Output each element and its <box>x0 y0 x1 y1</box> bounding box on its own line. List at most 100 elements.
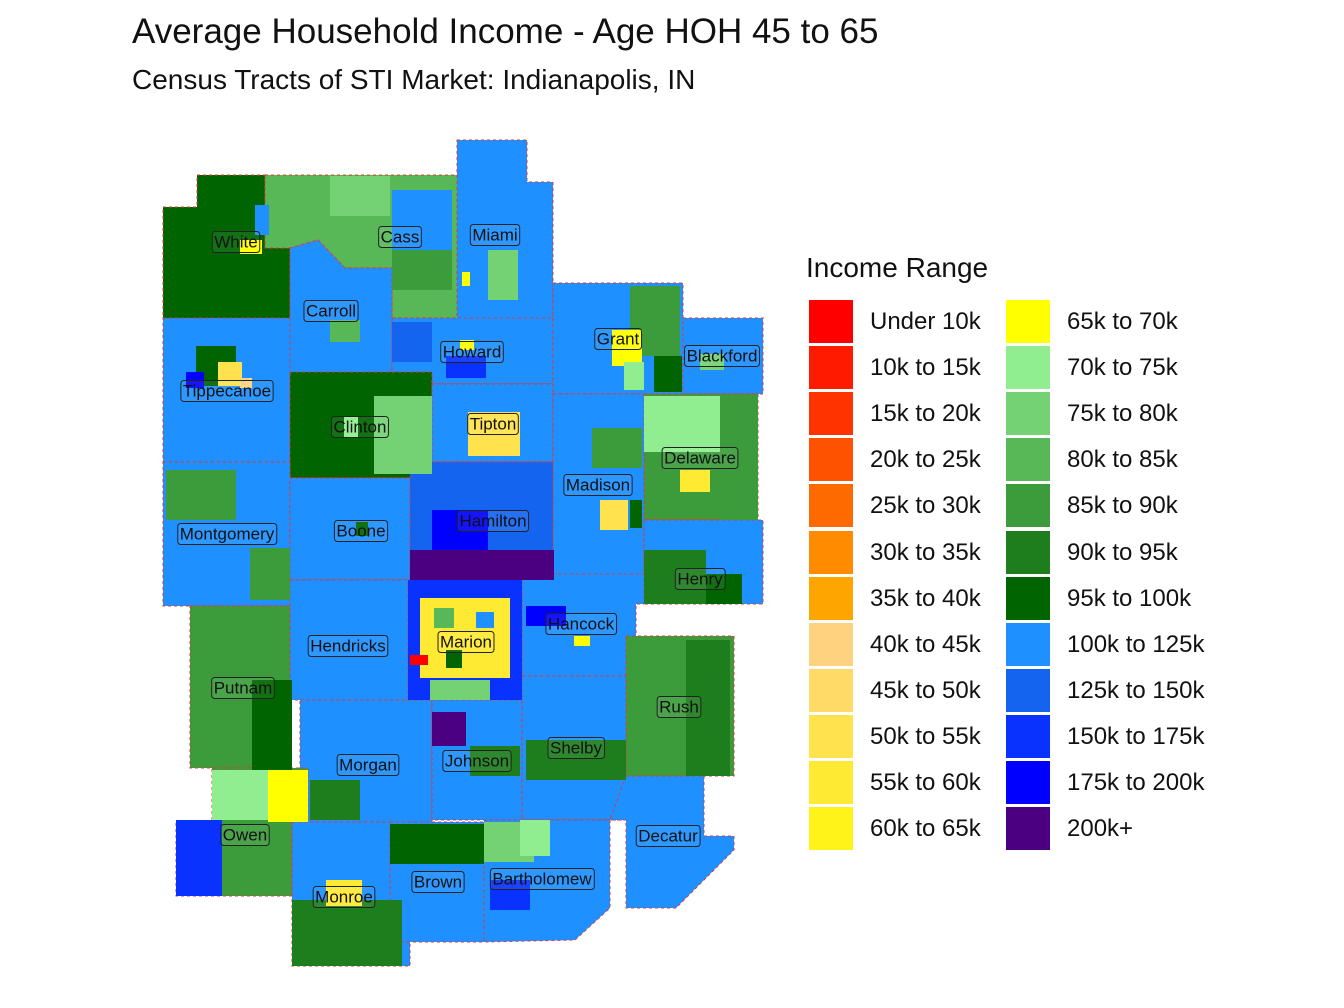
county-label-box <box>547 736 605 759</box>
county-label-box <box>545 612 618 635</box>
county-label: Grant <box>597 329 640 348</box>
county-label-box <box>211 676 275 699</box>
county-label: Hendricks <box>310 636 386 655</box>
county-label-box <box>307 634 389 657</box>
legend-label: 50k to 55k <box>870 722 981 750</box>
county-label-box <box>456 509 530 532</box>
legend-swatch <box>1006 530 1050 574</box>
county-label-box <box>336 753 400 776</box>
legend-swatch <box>1006 346 1050 390</box>
county-label: Bartholomew <box>492 869 592 888</box>
county-label-box <box>211 230 261 253</box>
county-decatur <box>609 775 735 909</box>
county-label-box <box>333 519 389 542</box>
legend-label: 60k to 65k <box>870 815 981 843</box>
county-label: Hancock <box>548 614 615 633</box>
legend-swatch <box>1006 668 1050 712</box>
county-label: Miami <box>472 225 517 244</box>
county-label: Hamilton <box>459 511 526 530</box>
legend-swatch <box>1006 576 1050 620</box>
county-label: Madison <box>566 475 630 494</box>
legend-swatch <box>809 622 853 666</box>
legend-label: 175k to 200k <box>1067 769 1205 796</box>
legend-swatch <box>1006 392 1050 436</box>
county-label: Decatur <box>638 826 698 845</box>
legend-swatch <box>1006 807 1050 851</box>
legend-label: 80k to 85k <box>1067 446 1178 474</box>
legend-label: 200k+ <box>1067 815 1134 843</box>
county-labels: White Cass Miami Carroll Howard Grant Blackfor… <box>177 223 760 908</box>
county-label-box <box>437 630 495 653</box>
county-label-box <box>180 379 274 402</box>
legend-swatch <box>1006 484 1050 528</box>
legend-label: 70k to 75k <box>1067 354 1178 382</box>
legend-label: 30k to 35k <box>870 538 981 566</box>
legend-swatch <box>809 300 853 343</box>
legend-label: 85k to 90k <box>1067 492 1178 520</box>
legend-swatch <box>809 761 853 804</box>
county-label: Tippecanoe <box>183 381 271 400</box>
county-label-box <box>467 412 519 435</box>
legend-label: 90k to 95k <box>1067 538 1178 566</box>
county-label: Howard <box>443 342 502 361</box>
county-label: Owen <box>223 825 267 844</box>
county-label: Monroe <box>315 887 373 906</box>
legend-swatch <box>809 714 853 758</box>
county-label: Tipton <box>470 414 517 433</box>
county-label: Boone <box>336 521 385 540</box>
legend-swatch <box>809 807 853 851</box>
legend-label: 150k to 175k <box>1067 722 1205 750</box>
legend-label: 35k to 40k <box>870 584 981 612</box>
county-label-box <box>684 344 760 367</box>
legend-swatch <box>809 576 853 620</box>
legend-title: Income Range <box>806 252 989 283</box>
county-label-box <box>594 327 643 350</box>
county-label: Brown <box>414 872 462 891</box>
county-label: Rush <box>659 697 699 716</box>
county-label: Carroll <box>306 301 356 320</box>
county-label-box <box>312 885 376 908</box>
legend-label: 55k to 60k <box>870 769 981 796</box>
county-label-box <box>674 567 726 590</box>
legend-label: 100k to 125k <box>1067 630 1205 658</box>
legend: Income Range Under 10k 10k to 15k 15k to 2… <box>806 252 1204 851</box>
legend-swatch <box>809 438 853 482</box>
county-label-box <box>440 340 504 363</box>
legend-swatch <box>1006 714 1050 758</box>
county-label-box <box>563 473 633 496</box>
county-miami <box>456 139 554 319</box>
legend-swatch <box>809 392 853 436</box>
county-label: Delaware <box>664 448 736 467</box>
legend-swatch <box>1006 622 1050 666</box>
legend-swatch <box>809 484 853 528</box>
county-label-box <box>378 225 422 248</box>
county-label-box <box>442 749 512 772</box>
legend-label: 65k to 70k <box>1067 308 1178 335</box>
legend-label: 10k to 15k <box>870 354 981 382</box>
county-label: Shelby <box>550 738 602 757</box>
choropleth-map: White Cass Miami Carroll Howard Grant Blackfor… <box>162 139 764 967</box>
county-label-box <box>635 824 701 847</box>
county-label-box <box>661 446 739 469</box>
map-title: Average Household Income - Age HOH 45 to… <box>132 12 879 51</box>
county-label-box <box>220 823 270 846</box>
legend-swatch <box>809 530 853 574</box>
county-label: Putnam <box>214 678 273 697</box>
legend-label: 75k to 80k <box>1067 400 1178 428</box>
legend-swatch <box>809 668 853 712</box>
county-label-box <box>303 299 359 322</box>
legend-swatch <box>1006 761 1050 804</box>
county-label: Montgomery <box>180 524 275 543</box>
legend-label: 40k to 45k <box>870 630 981 658</box>
county-label: Blackford <box>687 346 758 365</box>
county-label: Henry <box>677 569 723 588</box>
legend-swatch <box>809 346 853 390</box>
county-label-box <box>656 695 702 718</box>
county-label: Marion <box>440 632 492 651</box>
legend-label: 95k to 100k <box>1067 584 1192 612</box>
legend-label: Under 10k <box>870 308 981 335</box>
map-subtitle: Census Tracts of STI Market: Indianapoli… <box>132 64 696 95</box>
county-label-box <box>489 867 595 890</box>
county-label: White <box>214 232 257 251</box>
county-label-box <box>469 223 521 246</box>
